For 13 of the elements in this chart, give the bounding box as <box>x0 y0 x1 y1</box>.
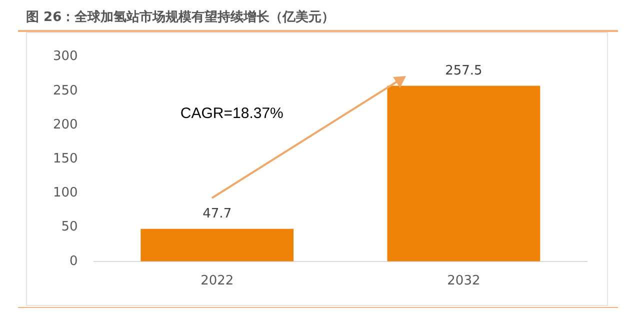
y-tick-label: 100 <box>52 186 78 201</box>
x-tick-label: 2032 <box>447 274 480 289</box>
x-tick-label: 2022 <box>200 274 234 289</box>
y-tick-label: 300 <box>52 49 78 64</box>
y-tick-label: 200 <box>52 117 78 132</box>
y-tick-label: 250 <box>52 83 78 98</box>
y-tick-label: 50 <box>61 220 78 235</box>
data-label: 257.5 <box>445 64 482 79</box>
annotation: CAGR=18.37% <box>180 105 284 122</box>
data-label: 47.7 <box>202 206 232 222</box>
y-tick-label: 150 <box>52 151 78 166</box>
chart-title: 图 26：全球加氢站市场规模有望持续增长（亿美元） <box>26 8 335 26</box>
y-tick-label: 0 <box>70 254 78 269</box>
